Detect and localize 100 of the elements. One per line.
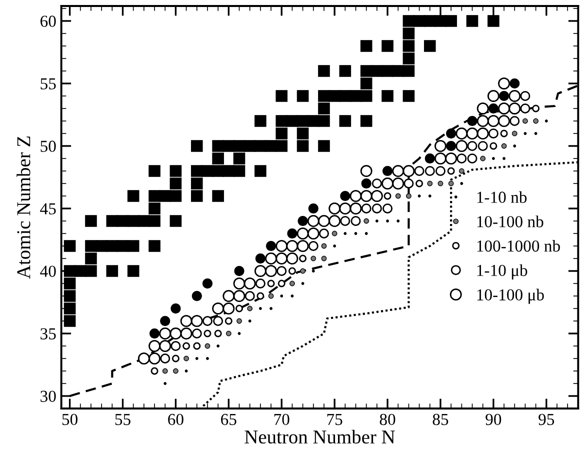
point xyxy=(159,340,172,352)
point xyxy=(332,230,338,236)
point xyxy=(296,228,309,240)
point xyxy=(148,352,160,364)
legend-label: 100-1000 nb xyxy=(477,240,560,252)
point xyxy=(460,182,464,185)
point xyxy=(395,193,401,199)
point xyxy=(500,130,508,138)
point xyxy=(520,90,530,101)
point xyxy=(510,78,520,89)
point xyxy=(212,302,224,314)
point xyxy=(233,278,246,290)
point xyxy=(180,315,192,327)
point xyxy=(258,307,262,310)
point xyxy=(328,215,341,227)
point xyxy=(501,143,507,149)
point xyxy=(360,190,372,202)
point xyxy=(424,166,435,176)
point xyxy=(520,103,530,114)
x-tick-label: 95 xyxy=(538,414,554,426)
y-tick-label: 55 xyxy=(40,78,56,90)
point xyxy=(184,370,188,372)
point xyxy=(490,142,498,150)
point xyxy=(267,280,275,288)
point xyxy=(299,254,307,262)
point xyxy=(216,344,220,348)
x-tick-label: 55 xyxy=(115,414,130,426)
point xyxy=(226,330,232,336)
point xyxy=(492,157,495,160)
point xyxy=(236,304,243,312)
point xyxy=(233,290,246,302)
point xyxy=(534,132,538,135)
point xyxy=(446,128,456,139)
point xyxy=(276,266,287,276)
point xyxy=(202,278,213,289)
point xyxy=(184,356,190,362)
point xyxy=(290,294,294,298)
point xyxy=(533,118,539,124)
point xyxy=(458,168,464,174)
point xyxy=(307,215,320,227)
point xyxy=(360,165,372,177)
point xyxy=(254,265,266,277)
point xyxy=(247,306,253,312)
point xyxy=(266,240,276,252)
point xyxy=(416,180,424,188)
x-tick-label: 65 xyxy=(221,414,236,426)
point xyxy=(522,118,528,124)
point xyxy=(370,190,383,202)
point xyxy=(498,115,510,127)
point xyxy=(214,330,222,338)
point xyxy=(382,203,393,214)
point xyxy=(382,166,393,176)
point xyxy=(510,116,520,126)
point xyxy=(344,232,347,235)
point xyxy=(532,104,540,112)
point xyxy=(270,307,272,310)
point xyxy=(213,316,224,326)
point xyxy=(418,194,421,198)
point xyxy=(160,316,170,326)
point xyxy=(265,265,277,277)
point xyxy=(476,128,489,140)
point xyxy=(438,180,444,186)
point xyxy=(350,190,362,202)
point xyxy=(308,240,318,251)
point xyxy=(244,278,256,290)
point xyxy=(248,320,252,322)
point xyxy=(202,316,212,326)
point xyxy=(382,178,394,190)
x-tick-label: 60 xyxy=(168,414,184,426)
point xyxy=(301,282,304,285)
point xyxy=(193,342,201,350)
x-tick-label: 50 xyxy=(62,414,78,426)
point xyxy=(386,220,389,222)
point xyxy=(488,128,498,138)
point xyxy=(234,266,244,276)
point xyxy=(372,203,382,214)
point xyxy=(333,244,336,248)
point xyxy=(224,317,232,325)
point xyxy=(286,240,298,252)
point xyxy=(170,328,182,340)
y-tick-label: 40 xyxy=(40,266,56,277)
point xyxy=(170,303,181,314)
x-tick-label: 90 xyxy=(486,414,502,426)
point xyxy=(361,178,372,189)
point xyxy=(310,256,316,262)
x-tick-label: 70 xyxy=(274,414,290,426)
point xyxy=(476,102,489,114)
point xyxy=(278,280,286,288)
point xyxy=(392,165,404,177)
point xyxy=(512,130,518,136)
point xyxy=(182,342,190,350)
point xyxy=(192,328,202,338)
point xyxy=(456,128,468,140)
point xyxy=(192,290,202,302)
point xyxy=(170,341,181,352)
y-tick-label: 35 xyxy=(40,328,56,340)
point xyxy=(195,357,198,360)
point xyxy=(339,202,352,214)
point xyxy=(476,115,489,127)
point xyxy=(447,167,455,175)
